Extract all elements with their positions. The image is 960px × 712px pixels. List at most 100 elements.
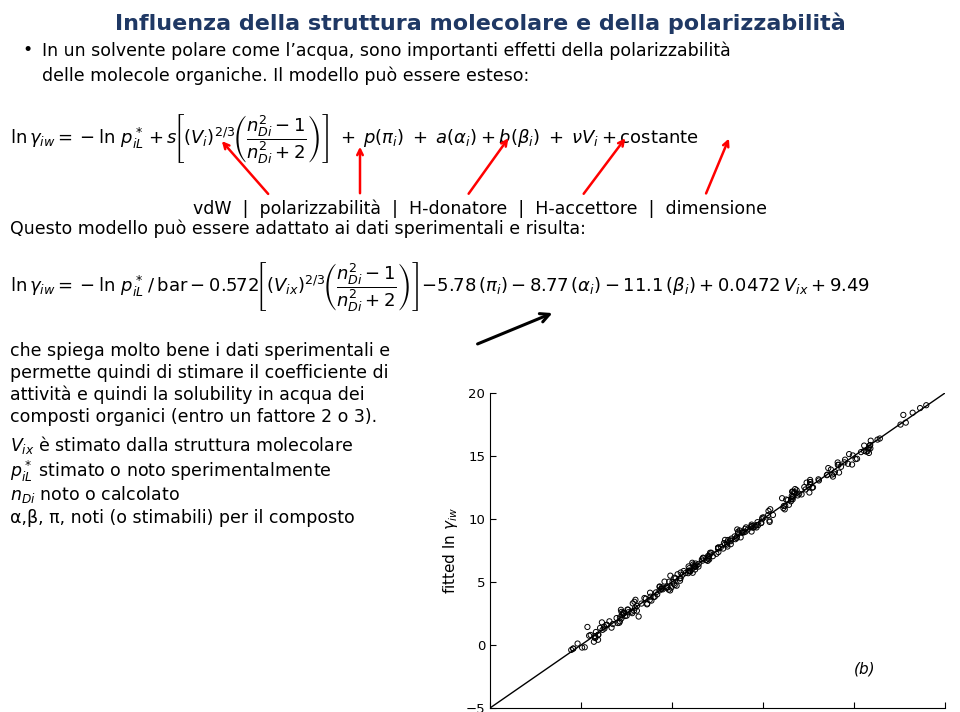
Point	[798, 483, 813, 495]
Point	[594, 617, 610, 628]
Point	[689, 560, 705, 571]
Point	[580, 622, 595, 633]
Point	[630, 600, 645, 612]
Point	[830, 457, 846, 468]
Point	[811, 473, 827, 485]
Point	[629, 605, 644, 617]
Point	[775, 493, 790, 504]
Point	[737, 523, 753, 535]
Point	[590, 629, 606, 640]
Point	[799, 477, 814, 488]
Point	[784, 493, 800, 505]
Point	[710, 542, 726, 553]
Point	[803, 478, 818, 490]
Point	[776, 501, 791, 512]
Point	[784, 491, 800, 502]
Point	[756, 512, 771, 523]
Point	[784, 492, 800, 503]
Point	[831, 467, 847, 478]
Point	[856, 445, 872, 456]
Point	[749, 519, 764, 530]
Point	[661, 584, 677, 595]
Point	[702, 554, 717, 565]
Point	[732, 525, 748, 536]
Text: vdW  |  polarizzabilità  |  H-donatore  |  H-accettore  |  dimensione: vdW | polarizzabilità | H-donatore | H-a…	[193, 200, 767, 219]
Point	[723, 535, 738, 546]
Point	[702, 550, 717, 562]
Point	[720, 534, 735, 545]
Point	[685, 559, 701, 570]
Point	[588, 627, 604, 638]
Text: α,β, π, noti (o stimabili) per il composto: α,β, π, noti (o stimabili) per il compos…	[10, 509, 355, 527]
Point	[684, 557, 700, 568]
Point	[860, 446, 876, 457]
Point	[703, 547, 718, 558]
Point	[803, 474, 818, 486]
Point	[686, 560, 702, 572]
Point	[666, 578, 682, 590]
Point	[681, 567, 696, 579]
Point	[719, 539, 734, 550]
Point	[639, 599, 655, 610]
Point	[744, 519, 759, 530]
Point	[716, 538, 732, 549]
Text: Questo modello può essere adattato ai dati sperimentali e risulta:: Questo modello può essere adattato ai da…	[10, 220, 586, 239]
Point	[789, 485, 804, 496]
Point	[804, 482, 820, 493]
Point	[599, 619, 614, 631]
Point	[596, 621, 612, 632]
Point	[731, 528, 746, 539]
Point	[723, 538, 738, 550]
Point	[588, 632, 603, 643]
Point	[781, 499, 797, 511]
Point	[765, 509, 780, 520]
Point	[783, 496, 799, 507]
Text: permette quindi di stimare il coefficiente di: permette quindi di stimare il coefficien…	[10, 364, 389, 382]
Point	[682, 562, 697, 574]
Point	[648, 587, 663, 598]
Point	[723, 535, 738, 547]
Point	[762, 503, 778, 515]
Point	[787, 483, 803, 495]
Text: $\ln \gamma_{iw} = -\ln\,p^*_{iL} + s\!\left[(V_i)^{2/3}\!\left(\dfrac{n^2_{Di}-: $\ln \gamma_{iw} = -\ln\,p^*_{iL} + s\!\…	[10, 112, 699, 165]
Point	[785, 491, 801, 502]
Point	[730, 524, 745, 535]
Point	[681, 561, 696, 572]
Point	[654, 583, 669, 595]
Point	[592, 622, 608, 634]
Point	[565, 643, 581, 654]
Point	[666, 572, 682, 583]
Point	[731, 526, 746, 538]
Point	[660, 581, 675, 592]
Text: composti organici (entro un fattore 2 o 3).: composti organici (entro un fattore 2 o …	[10, 408, 377, 426]
Point	[862, 440, 877, 451]
Point	[730, 531, 745, 543]
Point	[833, 461, 849, 473]
Point	[688, 557, 704, 569]
Point	[639, 598, 655, 609]
Point	[615, 607, 631, 619]
Point	[654, 583, 669, 595]
Point	[695, 553, 710, 564]
Point	[687, 564, 703, 575]
Point	[636, 592, 652, 604]
Point	[625, 598, 640, 609]
Text: attività e quindi la solubility in acqua dei: attività e quindi la solubility in acqua…	[10, 386, 365, 404]
Point	[840, 458, 855, 469]
Text: che spiega molto bene i dati sperimentali e: che spiega molto bene i dati sperimental…	[10, 342, 390, 360]
Point	[599, 619, 614, 630]
Point	[644, 595, 660, 607]
Point	[791, 488, 806, 499]
Point	[831, 459, 847, 471]
Point	[687, 560, 703, 572]
Point	[687, 561, 703, 572]
Point	[704, 547, 719, 558]
Point	[642, 595, 658, 606]
Point	[826, 471, 841, 482]
Point	[853, 446, 869, 458]
Point	[734, 527, 750, 538]
Point	[588, 630, 603, 642]
Text: •: •	[22, 41, 33, 59]
Point	[646, 592, 661, 603]
Point	[631, 611, 646, 622]
